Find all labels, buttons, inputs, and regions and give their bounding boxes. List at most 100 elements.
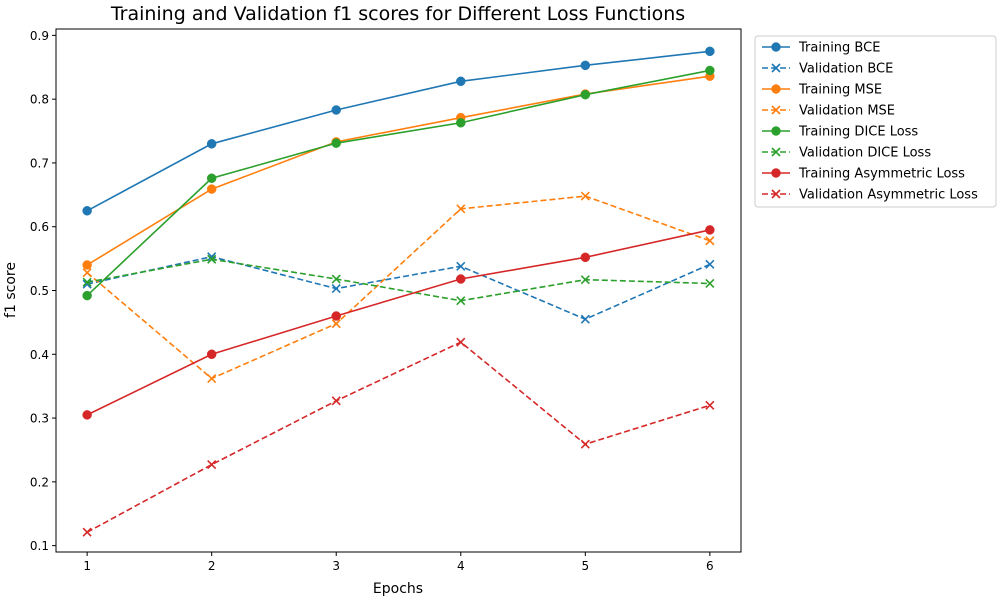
- data-point: [82, 527, 92, 537]
- legend-marker: [771, 189, 781, 199]
- legend-marker: [771, 63, 781, 73]
- data-point: [206, 184, 217, 194]
- series-line: [86, 195, 711, 380]
- data-point: [331, 311, 341, 321]
- legend-label: Validation MSE: [799, 104, 895, 119]
- data-point: [456, 296, 466, 306]
- y-tick-label: 0.5: [30, 284, 49, 298]
- series-training-dice-loss: [82, 65, 715, 301]
- x-tick-label: 2: [208, 559, 216, 573]
- data-point: [705, 225, 715, 235]
- legend-item: Validation DICE Loss: [762, 146, 931, 161]
- series-validation-bce: [82, 252, 715, 324]
- legend-item: Training DICE Loss: [762, 125, 918, 140]
- legend-marker: [771, 84, 781, 94]
- x-axis: 1 2 3 4 5 6: [83, 552, 714, 573]
- legend-box: [754, 35, 997, 208]
- data-point: [206, 139, 217, 149]
- data-point: [82, 277, 92, 287]
- data-point: [456, 118, 466, 128]
- y-tick-label: 0.8: [30, 93, 49, 107]
- series-training-bce: [82, 46, 715, 216]
- data-point: [206, 349, 217, 360]
- data-point: [331, 138, 341, 148]
- series-layer: [82, 46, 715, 537]
- x-tick-label: 3: [332, 559, 340, 573]
- data-point: [705, 400, 715, 410]
- series-line: [86, 229, 711, 416]
- y-axis: 0.1 0.2 0.3 0.4 0.5 0.6 0.7 0.8 0.9: [30, 29, 56, 553]
- data-point: [705, 46, 715, 57]
- series-line: [86, 50, 710, 212]
- chart-title: Training and Validation f1 scores for Di…: [110, 3, 685, 25]
- y-tick-label: 0.1: [30, 539, 49, 553]
- legend-label: Validation Asymmetric Loss: [799, 188, 978, 203]
- data-point: [705, 259, 715, 269]
- y-tick-label: 0.3: [30, 412, 49, 426]
- legend-label: Validation DICE Loss: [799, 146, 931, 161]
- data-point: [580, 275, 590, 285]
- x-tick-label: 1: [83, 559, 91, 573]
- series-validation-dice-loss: [82, 254, 715, 306]
- data-point: [331, 284, 341, 294]
- y-tick-label: 0.7: [30, 156, 49, 170]
- data-point: [331, 396, 341, 406]
- y-tick-label: 0.9: [30, 29, 49, 43]
- legend-item: Training Asymmetric Loss: [762, 167, 965, 182]
- legend-marker: [771, 147, 781, 157]
- series-validation-mse: [82, 191, 715, 384]
- data-point: [82, 290, 92, 301]
- legend-item: Validation BCE: [762, 62, 893, 77]
- data-point: [456, 337, 466, 347]
- legend-marker: [771, 168, 781, 178]
- x-tick-label: 6: [706, 559, 714, 573]
- data-point: [82, 206, 92, 216]
- data-point: [207, 373, 217, 384]
- series-line: [86, 341, 711, 533]
- data-point: [331, 105, 341, 115]
- data-point: [207, 460, 217, 470]
- x-tick-label: 5: [581, 559, 589, 573]
- legend-label: Training Asymmetric Loss: [798, 167, 965, 182]
- data-point: [82, 260, 92, 270]
- series-training-mse: [82, 71, 715, 270]
- y-tick-label: 0.2: [30, 475, 49, 489]
- data-point: [705, 278, 715, 289]
- legend-item: Training MSE: [762, 83, 882, 98]
- data-point: [456, 204, 466, 214]
- data-point: [456, 274, 466, 284]
- legend: Training BCE Validation BCE Training MSE Va…: [754, 35, 997, 208]
- legend-item: Validation Asymmetric Loss: [762, 188, 978, 203]
- legend-marker: [771, 105, 781, 115]
- data-point: [456, 261, 466, 271]
- legend-label: Validation BCE: [799, 62, 893, 77]
- series-validation-asymmetric-loss: [82, 337, 715, 537]
- series-training-asymmetric-loss: [82, 225, 715, 420]
- data-point: [82, 410, 92, 420]
- data-point: [705, 236, 715, 246]
- data-point: [705, 65, 715, 76]
- series-line: [86, 258, 710, 302]
- data-point: [82, 268, 92, 278]
- series-line: [86, 255, 711, 321]
- x-tick-label: 4: [457, 559, 465, 573]
- legend-marker: [771, 42, 781, 52]
- data-point: [580, 89, 591, 100]
- legend-item: Training BCE: [762, 41, 880, 56]
- legend-marker: [771, 126, 781, 136]
- series-line: [86, 69, 711, 297]
- data-point: [580, 439, 590, 449]
- legend-item: Validation MSE: [762, 104, 895, 119]
- y-tick-label: 0.6: [30, 220, 49, 234]
- series-line: [86, 75, 710, 266]
- legend-label: Training DICE Loss: [798, 125, 918, 140]
- legend-label: Training BCE: [798, 41, 880, 56]
- data-point: [331, 274, 341, 284]
- data-point: [580, 191, 590, 201]
- data-point: [206, 173, 217, 183]
- data-point: [207, 254, 217, 264]
- data-point: [580, 252, 591, 263]
- data-point: [580, 314, 590, 324]
- x-axis-label: Epochs: [373, 581, 423, 597]
